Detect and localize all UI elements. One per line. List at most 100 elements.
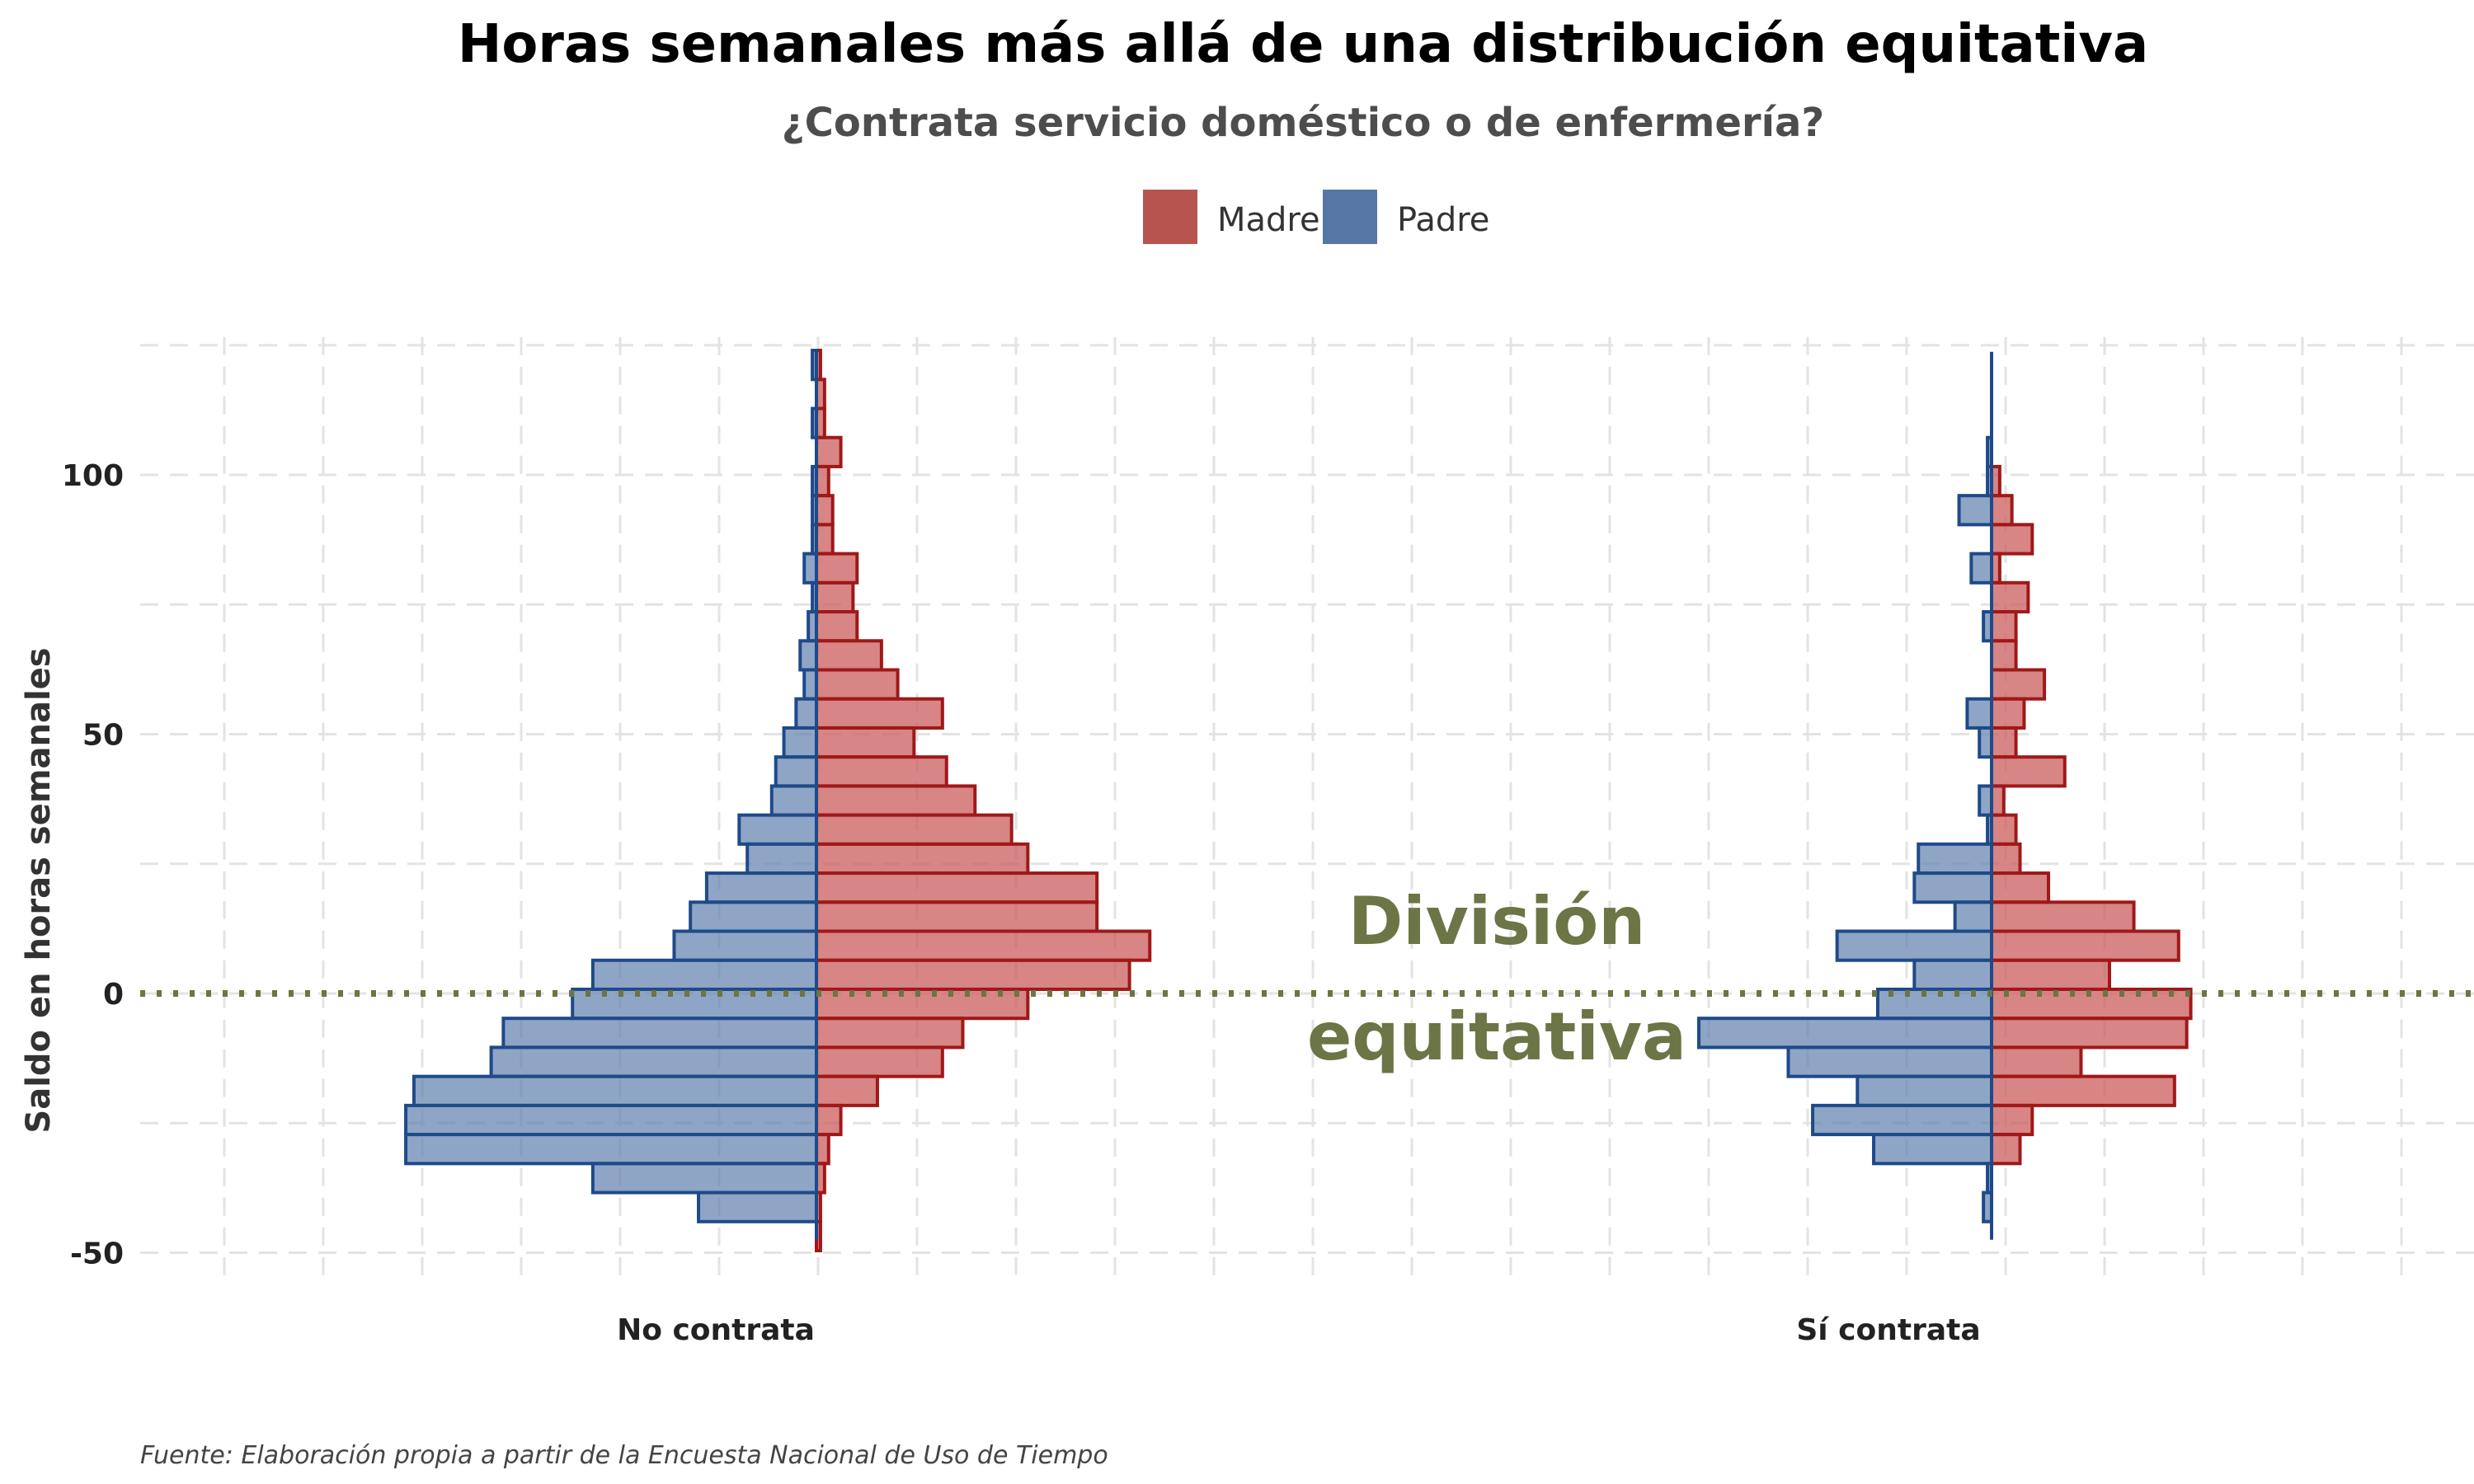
- bar-no-contrata-padre: [697, 1190, 819, 1223]
- bar-no-contrata-padre: [489, 1045, 818, 1078]
- legend-label-padre: Padre: [1397, 201, 1489, 239]
- bar-si-contrata-madre: [1990, 494, 2014, 527]
- bar-si-contrata-madre: [1990, 1103, 2034, 1137]
- bar-no-contrata-padre: [798, 639, 819, 672]
- bar-si-contrata-madre: [1990, 1133, 2022, 1166]
- bar-si-contrata-padre: [1856, 1074, 1994, 1107]
- bar-no-contrata-padre: [769, 784, 819, 817]
- bar-si-contrata-padre: [1872, 1133, 1994, 1166]
- bar-si-contrata-padre: [1835, 929, 1993, 962]
- bar-no-contrata-madre: [815, 1017, 965, 1050]
- bar-no-contrata-padre: [590, 1162, 818, 1195]
- bar-si-contrata-madre: [1990, 929, 2180, 962]
- legend: Madre Padre: [1143, 190, 1489, 244]
- x-tick-label-si-contrata: Sí contrata: [1796, 1313, 1980, 1347]
- bar-no-contrata-madre: [815, 580, 855, 614]
- bar-no-contrata-madre: [815, 494, 835, 527]
- bar-si-contrata-madre: [1990, 900, 2136, 933]
- bar-no-contrata-padre: [412, 1074, 818, 1107]
- bar-no-contrata-madre: [815, 813, 1014, 846]
- legend-label-madre: Madre: [1217, 201, 1320, 239]
- bar-no-contrata-madre: [815, 639, 883, 672]
- bar-si-contrata-padre: [1957, 494, 1994, 527]
- bar-si-contrata-padre: [1912, 958, 1994, 991]
- bar-no-contrata-madre: [815, 610, 859, 643]
- bar-si-contrata-madre: [1990, 842, 2022, 876]
- x-tick-label-no-contrata: No contrata: [617, 1313, 815, 1347]
- bar-si-contrata-madre: [1990, 958, 2111, 991]
- bar-si-contrata-madre: [1990, 726, 2018, 759]
- bar-no-contrata-madre: [815, 842, 1030, 876]
- chart-title: Horas semanales más allá de una distribu…: [458, 14, 2148, 75]
- bar-no-contrata-madre: [815, 668, 900, 701]
- bar-no-contrata-padre: [704, 871, 819, 904]
- bar-no-contrata-madre: [815, 987, 1030, 1021]
- bar-si-contrata-padre: [1978, 726, 1993, 759]
- bars: [140, 349, 2474, 1252]
- bar-no-contrata-madre: [815, 784, 977, 817]
- bar-no-contrata-madre: [815, 435, 843, 468]
- bar-si-contrata-madre: [1990, 813, 2018, 846]
- bar-no-contrata-madre: [815, 871, 1099, 904]
- bar-si-contrata-madre: [1990, 1017, 2189, 1050]
- bar-no-contrata-madre: [815, 552, 859, 585]
- bar-no-contrata-padre: [689, 900, 818, 933]
- bar-si-contrata-madre: [1990, 1074, 2176, 1107]
- bar-si-contrata-padre: [1786, 1045, 1993, 1078]
- bar-si-contrata-madre: [1990, 784, 2006, 817]
- bar-no-contrata-padre: [590, 958, 818, 991]
- bar-no-contrata-padre: [745, 842, 818, 876]
- bar-no-contrata-madre: [815, 523, 835, 556]
- bar-si-contrata-madre: [1990, 668, 2047, 701]
- bar-no-contrata-madre: [815, 1045, 944, 1078]
- bar-no-contrata-madre: [815, 755, 948, 788]
- bar-no-contrata-padre: [404, 1133, 818, 1166]
- bar-no-contrata-madre: [815, 697, 944, 730]
- legend-swatch-padre: [1323, 190, 1377, 244]
- bar-si-contrata-madre: [1990, 755, 2067, 788]
- y-axis-title: Saldo en horas semanales: [20, 647, 58, 1133]
- y-tick-label: -50: [70, 1237, 124, 1271]
- bar-no-contrata-padre: [571, 987, 818, 1021]
- bar-si-contrata-padre: [1912, 871, 1994, 904]
- bar-si-contrata-padre: [1969, 552, 1994, 585]
- bar-no-contrata-padre: [782, 726, 818, 759]
- bar-no-contrata-madre: [815, 726, 916, 759]
- bar-si-contrata-madre: [1990, 580, 2030, 614]
- y-tick-label: 0: [103, 978, 124, 1012]
- chart-subtitle: ¿Contrata servicio doméstico o de enferm…: [782, 100, 1825, 146]
- bar-no-contrata-madre: [815, 464, 830, 498]
- bar-no-contrata-madre: [815, 958, 1131, 991]
- bar-si-contrata-madre: [1990, 1045, 2083, 1078]
- legend-swatch-madre: [1143, 190, 1197, 244]
- bar-si-contrata-madre: [1990, 523, 2034, 556]
- bar-no-contrata-padre: [774, 755, 819, 788]
- bar-no-contrata-madre: [815, 929, 1152, 962]
- bar-si-contrata-padre: [1978, 784, 1993, 817]
- bar-no-contrata-madre: [815, 1074, 879, 1107]
- bar-no-contrata-padre: [404, 1103, 818, 1137]
- bar-si-contrata-madre: [1990, 871, 2051, 904]
- caption: Fuente: Elaboración propia a partir de l…: [140, 1441, 1108, 1470]
- bar-no-contrata-madre: [815, 1103, 843, 1137]
- bar-si-contrata-madre: [1990, 639, 2018, 672]
- bar-no-contrata-padre: [794, 697, 818, 730]
- bar-no-contrata-padre: [737, 813, 819, 846]
- bar-no-contrata-padre: [802, 552, 819, 585]
- bar-no-contrata-madre: [815, 900, 1099, 933]
- bar-si-contrata-madre: [1990, 610, 2018, 643]
- bar-si-contrata-padre: [1953, 900, 1993, 933]
- bar-no-contrata-padre: [501, 1017, 818, 1050]
- y-tick-label: 50: [82, 719, 124, 753]
- bar-si-contrata-padre: [1811, 1103, 1994, 1137]
- bar-no-contrata-padre: [802, 668, 819, 701]
- bar-si-contrata-padre: [1965, 697, 1993, 730]
- annotation-line2: equitativa: [1307, 998, 1686, 1075]
- bar-no-contrata-padre: [672, 929, 819, 962]
- bar-si-contrata-padre: [1917, 842, 1994, 876]
- y-tick-label: 100: [62, 459, 124, 493]
- y-axis: 100 50 0 -50: [62, 459, 124, 1271]
- bar-si-contrata-madre: [1990, 697, 2026, 730]
- bar-no-contrata-madre: [815, 1133, 830, 1166]
